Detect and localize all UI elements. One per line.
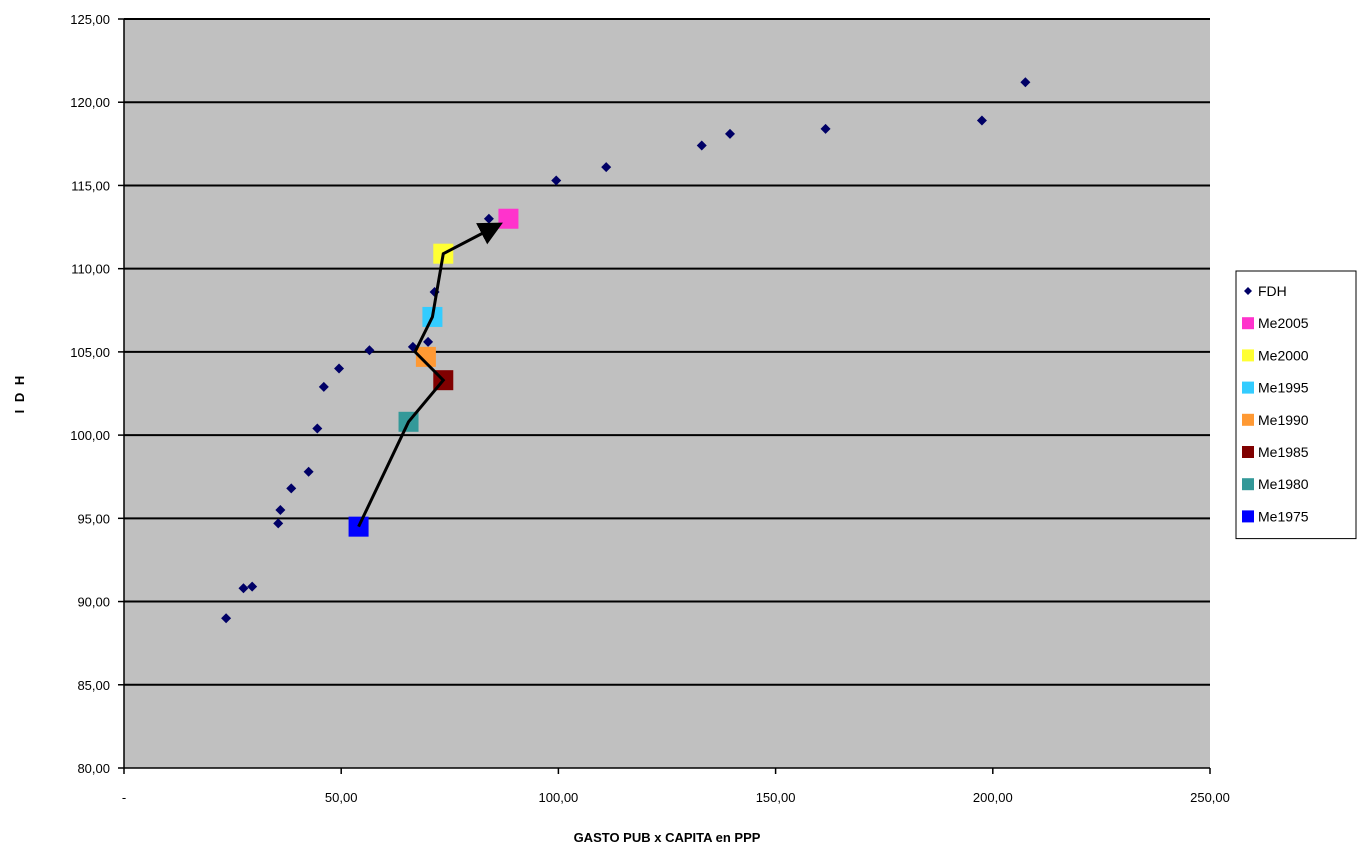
legend-swatch (1244, 287, 1252, 295)
legend-item-me2005: Me2005 (1242, 315, 1309, 331)
y-tick-label: 115,00 (71, 178, 110, 193)
x-axis-title: GASTO PUB x CAPITA en PPP (574, 830, 761, 845)
fdh-point (318, 381, 329, 392)
y-tick-label: 85,00 (77, 678, 110, 693)
fdh-point (976, 115, 987, 126)
fdh-point (1020, 77, 1031, 88)
x-tick-label: 100,00 (539, 790, 579, 805)
legend-swatch (1242, 349, 1254, 362)
fdh-point (423, 336, 434, 347)
legend-item-me1985: Me1985 (1242, 444, 1309, 460)
legend-swatch (1242, 413, 1254, 426)
x-tick-label: - (122, 790, 126, 805)
y-tick-labels: 80,00 85,00 90,00 95,00 100,00 105,00 110,00 11… (70, 12, 110, 776)
legend-label: FDH (1258, 283, 1287, 299)
fdh-point (551, 175, 562, 186)
x-tick-label: 250,00 (1190, 790, 1230, 805)
point-me1990 (415, 346, 436, 367)
fdh-point (286, 483, 297, 494)
legend-box (1235, 270, 1357, 540)
gridlines (124, 18, 1210, 686)
plot-area (124, 19, 1210, 768)
fdh-point (238, 583, 249, 594)
legend-swatch (1242, 381, 1254, 394)
legend-item-me1995: Me1995 (1242, 380, 1309, 396)
fdh-point (312, 423, 323, 434)
legend: FDH Me2005 Me2000 Me1995 Me1990 Me1985 Me1980 M… (1235, 270, 1357, 540)
legend-item-me1990: Me1990 (1242, 412, 1309, 428)
legend-item-fdh: FDH (1244, 283, 1287, 299)
fdh-point (303, 466, 314, 477)
trajectory-line (357, 222, 503, 528)
fdh-point (483, 213, 494, 224)
trajectory (357, 222, 503, 528)
y-tick-label: 95,00 (77, 511, 110, 526)
fdh-point (724, 128, 735, 139)
legend-swatch (1242, 478, 1254, 491)
fdh-point (221, 613, 232, 624)
legend-swatch (1242, 510, 1254, 523)
x-tick-label: 200,00 (973, 790, 1013, 805)
legend-label: Me2005 (1258, 315, 1309, 331)
legend-label: Me1975 (1258, 508, 1309, 524)
y-axis-title: I D H (12, 374, 27, 414)
fdh-point (601, 162, 612, 173)
y-tick-label: 110,00 (71, 262, 110, 277)
x-tick-label: 50,00 (325, 790, 358, 805)
y-tick-label: 80,00 (77, 761, 110, 776)
y-tick-label: 125,00 (70, 12, 110, 27)
fdh-point (696, 140, 707, 151)
y-tick-label: 120,00 (70, 95, 110, 110)
point-me2005 (498, 208, 519, 229)
legend-label: Me1990 (1258, 412, 1309, 428)
fdh-point (334, 363, 345, 374)
axes (118, 18, 1211, 774)
legend-label: Me2000 (1258, 347, 1309, 363)
legend-swatch (1242, 317, 1254, 330)
x-tick-labels: - 50,00 100,00 150,00 200,00 250,00 (122, 790, 1230, 805)
x-tick-label: 150,00 (756, 790, 796, 805)
legend-item-me1975: Me1975 (1242, 508, 1309, 524)
fdh-point (820, 123, 831, 134)
legend-swatch (1242, 446, 1254, 458)
y-tick-label: 90,00 (77, 595, 110, 610)
legend-label: Me1985 (1258, 444, 1309, 460)
legend-item-me1980: Me1980 (1242, 476, 1309, 492)
y-tick-label: 100,00 (70, 428, 110, 443)
legend-label: Me1980 (1258, 476, 1309, 492)
fdh-point (275, 505, 286, 516)
y-tick-label: 105,00 (70, 345, 110, 360)
fdh-point (364, 345, 375, 356)
fdh-point (273, 518, 284, 529)
legend-label: Me1995 (1258, 380, 1309, 396)
legend-item-me2000: Me2000 (1242, 347, 1309, 363)
fdh-point (247, 581, 258, 592)
